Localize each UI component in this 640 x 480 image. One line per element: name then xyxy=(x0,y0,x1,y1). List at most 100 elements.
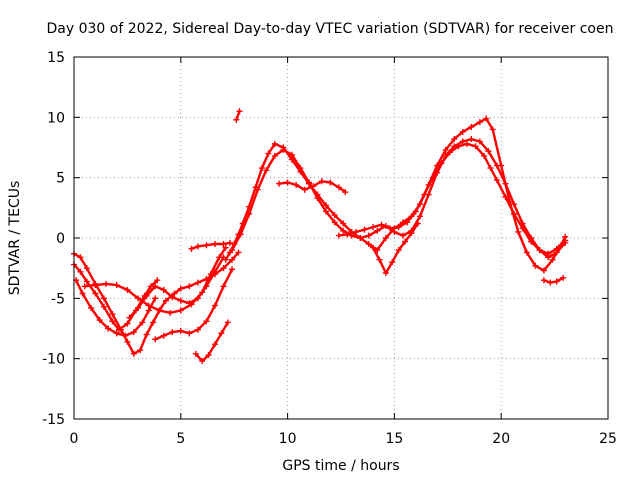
series-line xyxy=(153,268,234,341)
data-point xyxy=(438,160,445,167)
data-point xyxy=(100,303,107,310)
data-point xyxy=(342,189,349,196)
series-arc-13 xyxy=(370,220,421,276)
data-point xyxy=(528,238,535,245)
data-point xyxy=(562,237,569,244)
data-point xyxy=(335,184,342,191)
data-point xyxy=(229,266,236,273)
data-point xyxy=(310,183,317,190)
data-point xyxy=(340,227,347,234)
series-line xyxy=(371,222,420,275)
data-point xyxy=(81,283,88,290)
data-point xyxy=(511,210,518,217)
data-point xyxy=(271,140,278,147)
data-point xyxy=(297,165,304,172)
x-tick-label: 5 xyxy=(176,431,185,447)
series-line xyxy=(542,276,565,284)
series-line xyxy=(224,117,567,272)
data-point xyxy=(468,136,475,143)
data-point xyxy=(532,262,539,269)
grid-layer xyxy=(74,57,608,419)
data-point xyxy=(226,239,233,246)
data-point xyxy=(545,250,552,257)
data-point xyxy=(365,232,372,239)
data-point xyxy=(318,178,325,185)
x-tick-label: 10 xyxy=(279,431,297,447)
data-point xyxy=(540,267,547,274)
data-point xyxy=(154,277,161,284)
data-point xyxy=(288,151,295,158)
data-point xyxy=(301,186,308,193)
data-point xyxy=(145,302,152,309)
data-point xyxy=(323,208,330,215)
data-point xyxy=(408,230,415,237)
data-point xyxy=(224,319,231,326)
data-point xyxy=(109,311,116,318)
data-point xyxy=(156,307,163,314)
series-line xyxy=(194,321,230,363)
x-tick-label: 25 xyxy=(599,431,617,447)
data-point xyxy=(246,210,253,217)
data-point xyxy=(203,242,210,249)
data-point xyxy=(218,330,225,337)
data-point xyxy=(402,238,409,245)
data-point xyxy=(203,283,210,290)
series-line xyxy=(230,137,567,259)
data-point xyxy=(169,329,176,336)
series-arc-14 xyxy=(540,274,567,286)
data-point xyxy=(177,327,184,334)
data-point xyxy=(143,292,150,299)
data-point xyxy=(130,350,137,357)
data-point xyxy=(553,245,560,252)
data-point xyxy=(130,329,137,336)
data-point xyxy=(451,136,458,143)
data-point xyxy=(459,138,466,145)
series-layer xyxy=(71,108,569,365)
data-point xyxy=(203,318,210,325)
data-point xyxy=(83,278,90,285)
data-point xyxy=(395,247,402,254)
data-point xyxy=(92,290,99,297)
y-tick-label: -15 xyxy=(42,412,65,428)
data-point xyxy=(417,213,424,220)
data-point xyxy=(122,332,129,339)
data-point xyxy=(399,232,406,239)
data-point xyxy=(109,318,116,325)
data-point xyxy=(327,179,334,186)
data-point xyxy=(536,247,543,254)
x-axis-label: GPS time / hours xyxy=(282,458,399,474)
data-point xyxy=(489,126,496,133)
data-point xyxy=(560,274,567,281)
data-point xyxy=(150,319,157,326)
data-point xyxy=(192,350,199,357)
data-point xyxy=(395,224,402,231)
data-point xyxy=(263,167,270,174)
data-point xyxy=(446,149,453,156)
data-point xyxy=(135,304,142,311)
y-tick-label: 0 xyxy=(56,231,65,247)
data-point xyxy=(143,331,150,338)
data-point xyxy=(389,259,396,266)
data-point xyxy=(211,302,218,309)
data-point xyxy=(382,235,389,241)
data-point xyxy=(167,309,174,316)
series-arc-15 xyxy=(233,108,243,123)
series-arc-12 xyxy=(335,140,569,257)
y-tick-label: 15 xyxy=(47,50,65,66)
series-arc-11 xyxy=(276,178,349,196)
tick-layer: 0 5 10 15 20 25 -15 -10 -5 0 5 10 15 xyxy=(42,50,617,447)
data-point xyxy=(487,165,494,172)
data-point xyxy=(271,152,278,159)
data-point xyxy=(481,152,488,159)
data-point xyxy=(370,224,377,231)
x-tick-label: 0 xyxy=(70,431,79,447)
data-point xyxy=(323,202,330,209)
series-arc-5 xyxy=(126,254,227,321)
data-point xyxy=(105,325,112,332)
data-point xyxy=(421,191,428,198)
data-point xyxy=(378,221,385,228)
data-point xyxy=(376,256,383,263)
data-point xyxy=(236,108,243,115)
series-arc-3 xyxy=(73,277,159,339)
